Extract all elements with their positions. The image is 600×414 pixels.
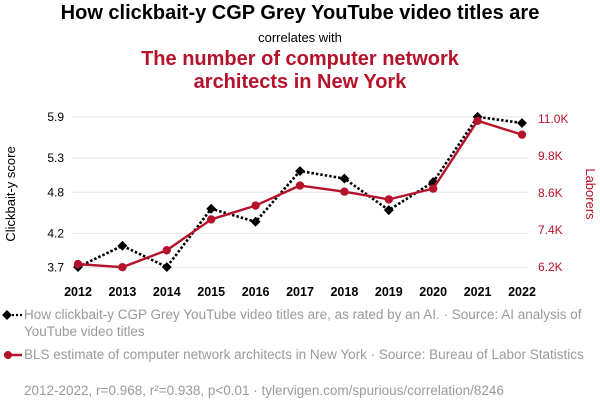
data-point-circle (118, 263, 127, 272)
data-point-circle (384, 195, 393, 204)
y-axis-title: Clickbait-y score (3, 146, 18, 241)
legend-item-clickbait: How clickbait-y CGP Grey YouTube video t… (2, 306, 598, 340)
y-tick-label: 4.2 (47, 226, 64, 240)
x-tick-label: 2022 (508, 285, 536, 299)
y-tick-label: 3.7 (47, 261, 64, 275)
y2-tick-label: 8.6K (538, 186, 563, 200)
chart-subtitle: correlates with (258, 30, 342, 45)
data-point-circle (251, 201, 260, 210)
data-point-circle (73, 259, 83, 269)
legend-marker-solid-circle (4, 351, 22, 359)
data-point-circle (429, 184, 438, 193)
data-point-circle (517, 130, 527, 139)
y-tick-label: 4.8 (47, 185, 64, 199)
x-tick-label: 2017 (286, 285, 314, 299)
data-point-circle (340, 187, 349, 196)
y2-axis-title: Laborers (583, 168, 598, 220)
data-point-diamond (117, 240, 128, 251)
data-point-diamond (206, 203, 217, 214)
y-tick-label: 5.3 (47, 151, 64, 165)
data-point-circle (162, 246, 171, 255)
y-tick-label: 5.9 (47, 110, 64, 124)
data-point-circle (207, 215, 216, 224)
data-point-circle (473, 116, 482, 125)
x-tick-label: 2014 (153, 285, 181, 299)
x-tick-label: 2018 (330, 285, 358, 299)
chart-title-secondary-line1: The number of computer network (141, 48, 459, 70)
data-point-diamond (161, 262, 172, 272)
chart-title-secondary: The number of computer network architect… (0, 48, 600, 94)
legend-text-architects: BLS estimate of computer network archite… (24, 347, 584, 362)
x-tick-label: 2013 (108, 285, 136, 299)
chart-title: How clickbait-y CGP Grey YouTube video t… (60, 2, 540, 24)
x-tick-label: 2020 (419, 285, 447, 299)
chart-title-secondary-line2: architects in New York (193, 71, 407, 93)
data-point-circle (295, 181, 305, 190)
x-tick-label: 2019 (375, 285, 403, 299)
legend-item-architects: BLS estimate of computer network archite… (2, 346, 598, 363)
y2-tick-label: 11.0K (538, 112, 568, 126)
line-chart: 3.7 4.2 4.8 5.3 5.9 6.2K 7.4K 8.6K 9.8K 11.0K 2012… (3, 110, 598, 299)
legend-marker-dotted-diamond (2, 310, 22, 320)
y2-tick-label: 7.4K (538, 223, 563, 237)
y2-tick-label: 6.2K (538, 260, 563, 274)
y2-tick-label: 9.8K (538, 149, 563, 163)
chart-footer: 2012-2022, r=0.968, r²=0.938, p<0.01 · t… (24, 383, 504, 398)
legend-text-clickbait: How clickbait-y CGP Grey YouTube video t… (24, 307, 582, 339)
series-line-2 (77, 119, 523, 269)
data-point-diamond (517, 118, 527, 128)
x-tick-label: 2016 (242, 285, 270, 299)
x-tick-label: 2012 (64, 285, 92, 299)
x-tick-label: 2021 (464, 285, 492, 299)
x-tick-label: 2015 (197, 285, 225, 299)
